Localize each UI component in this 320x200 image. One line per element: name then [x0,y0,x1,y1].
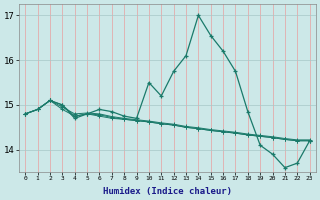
X-axis label: Humidex (Indice chaleur): Humidex (Indice chaleur) [103,187,232,196]
